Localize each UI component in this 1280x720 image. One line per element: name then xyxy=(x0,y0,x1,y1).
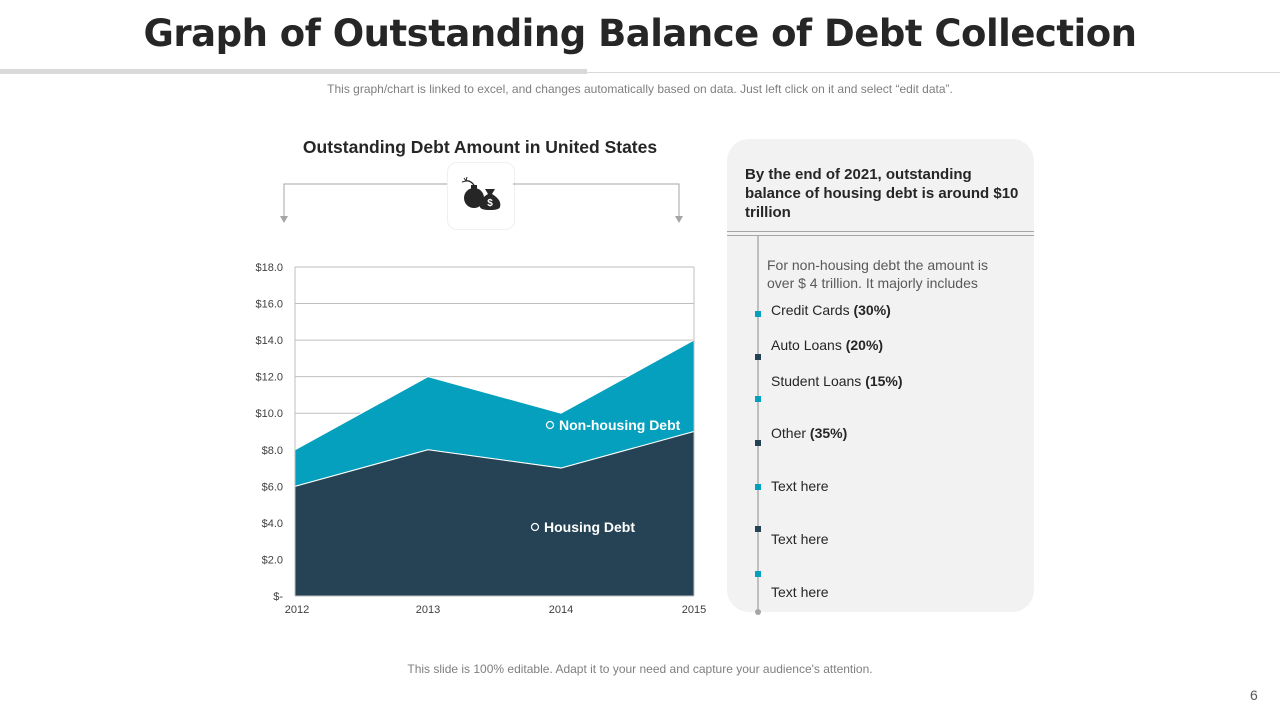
x-tick-label: 2013 xyxy=(416,604,440,616)
timeline-marker xyxy=(755,526,761,532)
series-label-dot xyxy=(530,522,540,532)
chart-axes xyxy=(294,267,695,597)
list-item-label: Text here xyxy=(771,584,829,600)
bracket-line xyxy=(283,183,680,218)
timeline-line xyxy=(757,236,759,612)
y-tick-label: $18.0 xyxy=(255,262,283,274)
timeline-marker xyxy=(755,571,761,577)
list-item-label: Other xyxy=(771,425,807,441)
list-item-value: (30%) xyxy=(853,302,891,318)
y-tick-label: $2.0 xyxy=(262,554,283,566)
title-underline xyxy=(0,72,1280,73)
spark-icon xyxy=(461,176,468,183)
timeline-marker xyxy=(755,484,761,490)
list-item-label: Credit Cards xyxy=(771,302,850,318)
y-tick-label: $12.0 xyxy=(255,372,283,384)
series-label: Housing Debt xyxy=(544,519,635,535)
y-tick-label: $6.0 xyxy=(262,481,283,493)
x-tick-label: 2012 xyxy=(285,604,309,616)
bomb-and-money-bag-icon: $ xyxy=(461,176,501,210)
title-underline-accent xyxy=(0,69,587,74)
y-tick-label: $4.0 xyxy=(262,518,283,530)
panel-divider xyxy=(727,231,1034,232)
chart-bracket xyxy=(280,183,683,223)
money-bag-icon xyxy=(479,189,501,210)
bomb-icon xyxy=(464,188,484,208)
list-item-label: Text here xyxy=(771,478,829,494)
list-item-label: Text here xyxy=(771,531,829,547)
page-number: 6 xyxy=(1250,687,1258,703)
chart-areas xyxy=(294,339,695,597)
slide-subtitle: This graph/chart is linked to excel, and… xyxy=(327,82,953,96)
timeline-marker xyxy=(755,440,761,446)
list-item-value: (15%) xyxy=(865,373,903,389)
timeline-end-dot xyxy=(755,609,761,615)
y-tick-label: $16.0 xyxy=(255,299,283,311)
list-item: Student Loans (15%) xyxy=(771,373,903,389)
list-item-value: (35%) xyxy=(809,425,848,441)
bomb-cap xyxy=(471,185,477,189)
list-item: Auto Loans (20%) xyxy=(771,337,883,353)
chart-labels: $- $2.0 $4.0 $6.0 $8.0 $10.0 $12.0 $14.0 $16.0 $1… xyxy=(255,262,706,616)
panel-divider xyxy=(727,235,1034,236)
list-item: Text here xyxy=(771,531,829,547)
list-item: Text here xyxy=(771,478,829,494)
chart-title: Outstanding Debt Amount in United States xyxy=(302,137,658,157)
slide-footer: This slide is 100% editable. Adapt it to… xyxy=(407,662,873,676)
list-item: Text here xyxy=(771,584,829,600)
list-item-value: (20%) xyxy=(845,337,884,353)
y-tick-label: $14.0 xyxy=(255,335,283,347)
y-tick-label: $8.0 xyxy=(262,445,283,457)
dollar-sign-icon: $ xyxy=(487,198,493,209)
list-item: Other (35%) xyxy=(771,425,847,441)
series-label-dot xyxy=(545,420,555,430)
bomb-fuse xyxy=(465,180,475,186)
panel-description: For non-housing debt the amount is over … xyxy=(767,257,989,291)
y-tick-label: $- xyxy=(273,591,283,603)
timeline-marker xyxy=(755,354,761,360)
info-panel xyxy=(727,139,1034,612)
list-item: Credit Cards (30%) xyxy=(771,302,891,318)
y-tick-label: $10.0 xyxy=(255,408,283,420)
timeline-marker xyxy=(755,396,761,402)
x-tick-label: 2015 xyxy=(682,604,706,616)
arrow-down-icon xyxy=(675,216,683,223)
list-item-label: Student Loans xyxy=(771,373,862,389)
arrow-down-icon xyxy=(280,216,288,223)
timeline-marker xyxy=(755,311,761,317)
series-label: Non-housing Debt xyxy=(559,417,681,433)
x-tick-label: 2014 xyxy=(549,604,573,616)
slide-title: Graph of Outstanding Balance of Debt Col… xyxy=(143,12,1138,55)
list-item-label: Auto Loans xyxy=(771,337,842,353)
panel-headline: By the end of 2021, outstanding balance … xyxy=(745,166,1019,221)
